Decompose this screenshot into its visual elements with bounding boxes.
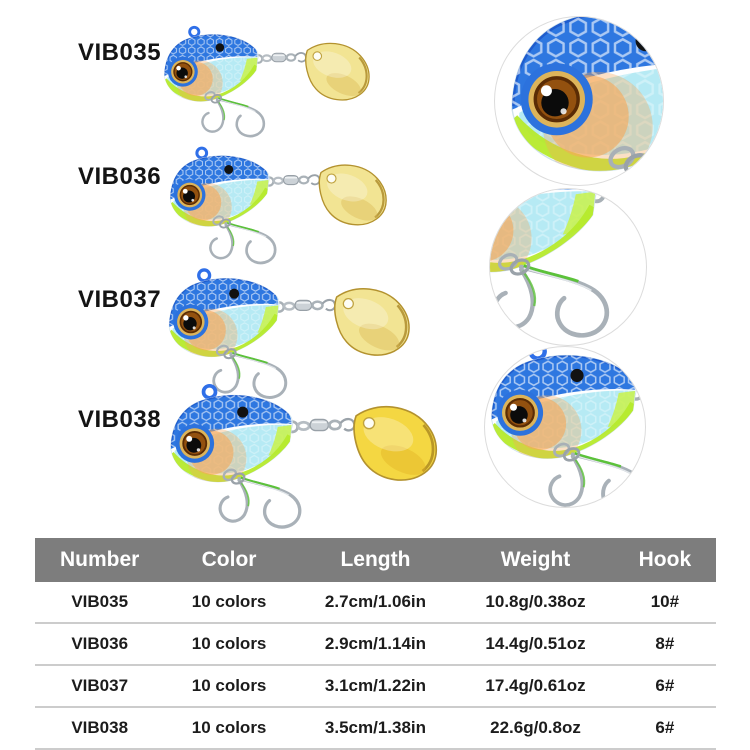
- cell-length: 2.9cm/1.14in: [324, 634, 427, 653]
- table-row-vib036: VIB036 10 colors 2.9cm/1.14in 14.4g/0.51…: [35, 624, 716, 666]
- product-label-vib037: VIB037: [78, 286, 162, 313]
- column-header-color: Color: [201, 548, 257, 571]
- cell-hook: 8#: [655, 634, 675, 653]
- lure-image-vib038: [152, 366, 457, 532]
- detail-circle-body-closeup: [484, 346, 646, 508]
- table-row-vib037: VIB037 10 colors 3.1cm/1.22in 17.4g/0.61…: [35, 666, 716, 708]
- product-label-vib036: VIB036: [78, 163, 162, 190]
- column-header-weight: Weight: [500, 548, 571, 571]
- product-label-vib035: VIB035: [78, 39, 162, 66]
- detail-circle-hook-closeup: [489, 188, 647, 346]
- cell-hook: 6#: [655, 676, 675, 695]
- cell-weight: 10.8g/0.38oz: [485, 592, 586, 611]
- eye-closeup-image: [495, 17, 663, 185]
- body-closeup-image: [485, 347, 645, 507]
- cell-color: 10 colors: [191, 592, 267, 611]
- cell-color: 10 colors: [191, 718, 267, 737]
- cell-length: 3.5cm/1.38in: [324, 718, 427, 737]
- spec-table: Number Color Length Weight Hook VIB035 1…: [35, 538, 716, 750]
- cell-color: 10 colors: [191, 676, 267, 695]
- spec-table-header: Number Color Length Weight Hook: [35, 538, 716, 582]
- detail-circle-eye-closeup: [494, 16, 664, 186]
- cell-number: VIB037: [71, 676, 129, 695]
- cell-weight: 22.6g/0.8oz: [490, 718, 581, 737]
- cell-number: VIB035: [71, 592, 129, 611]
- cell-number: VIB036: [71, 634, 129, 653]
- cell-length: 3.1cm/1.22in: [324, 676, 427, 695]
- cell-hook: 6#: [655, 718, 675, 737]
- hook-closeup-image: [490, 189, 646, 345]
- table-row-vib038: VIB038 10 colors 3.5cm/1.38in 22.6g/0.8o…: [35, 708, 716, 750]
- cell-number: VIB038: [71, 718, 129, 737]
- cell-color: 10 colors: [191, 634, 267, 653]
- column-header-length: Length: [340, 548, 411, 571]
- column-header-number: Number: [60, 548, 140, 571]
- lure-image-vib036: [155, 132, 403, 267]
- cell-hook: 10#: [650, 592, 680, 611]
- cell-length: 2.7cm/1.06in: [324, 592, 427, 611]
- cell-weight: 14.4g/0.51oz: [485, 634, 586, 653]
- lure-image-vib035: [150, 12, 385, 140]
- product-label-vib038: VIB038: [78, 406, 162, 433]
- column-header-hook: Hook: [638, 548, 692, 571]
- table-row-vib035: VIB035 10 colors 2.7cm/1.06in 10.8g/0.38…: [35, 582, 716, 624]
- cell-weight: 17.4g/0.61oz: [485, 676, 586, 695]
